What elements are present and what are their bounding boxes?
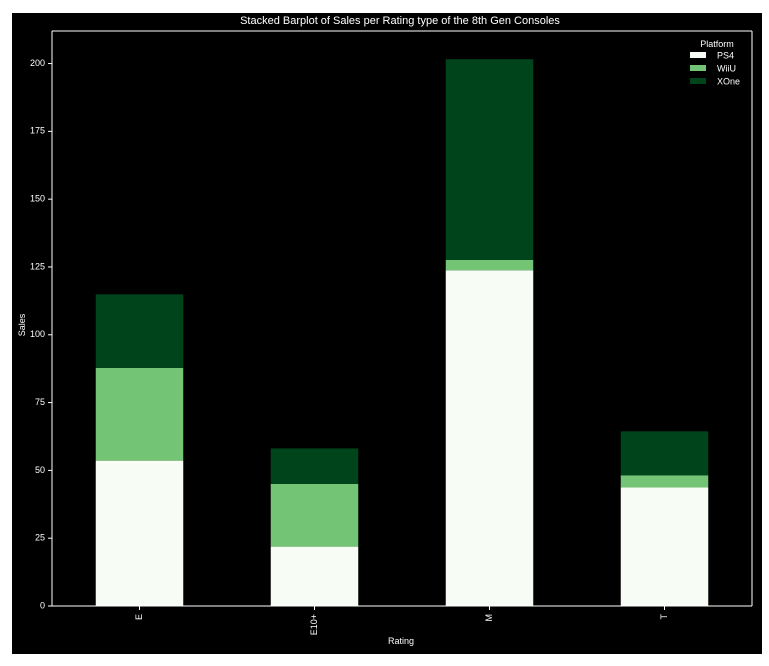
y-tick-label: 0 xyxy=(40,600,45,610)
y-tick-label: 100 xyxy=(30,329,45,339)
legend-swatch-xone xyxy=(690,78,706,84)
y-tick-label: 75 xyxy=(35,397,45,407)
x-tick-label: M xyxy=(484,614,494,622)
bar-xone-e xyxy=(95,294,184,368)
y-tick-label: 50 xyxy=(35,465,45,475)
legend-label-ps4: PS4 xyxy=(717,50,734,60)
x-axis-label: Rating xyxy=(388,636,414,646)
legend-swatch-wiiu xyxy=(690,65,706,71)
legend-label-wiiu: WiiU xyxy=(717,63,736,73)
bar-ps4-t xyxy=(620,487,709,606)
bar-ps4-m xyxy=(445,270,534,606)
legend: Platform PS4 WiiU XOne xyxy=(690,39,740,86)
y-tick-label: 125 xyxy=(30,261,45,271)
axes: E E10+ M T 0 25 50 75 100 125 150 175 200 xyxy=(30,30,753,635)
y-tick-label: 200 xyxy=(30,58,45,68)
plot-area xyxy=(95,59,709,606)
x-tick-label: E10+ xyxy=(309,614,319,635)
x-tick-label: E xyxy=(134,614,144,620)
bar-xone-e10plus xyxy=(270,448,359,484)
legend-label-xone: XOne xyxy=(717,76,740,86)
bar-ps4-e10plus xyxy=(270,546,359,606)
x-tick-label: T xyxy=(659,614,669,620)
bar-wiiu-e10plus xyxy=(270,483,359,547)
bar-xone-m xyxy=(445,59,534,260)
y-tick-label: 25 xyxy=(35,533,45,543)
y-tick-label: 150 xyxy=(30,194,45,204)
bar-wiiu-e xyxy=(95,367,184,461)
chart-title: Stacked Barplot of Sales per Rating type… xyxy=(240,15,560,27)
legend-swatch-ps4 xyxy=(690,52,706,58)
y-axis-label: Sales xyxy=(17,313,27,336)
legend-title: Platform xyxy=(700,39,734,49)
y-tick-label: 175 xyxy=(30,126,45,136)
bar-xone-t xyxy=(620,431,709,476)
bar-wiiu-t xyxy=(620,475,709,488)
bar-ps4-e xyxy=(95,460,184,606)
bar-wiiu-m xyxy=(445,259,534,271)
